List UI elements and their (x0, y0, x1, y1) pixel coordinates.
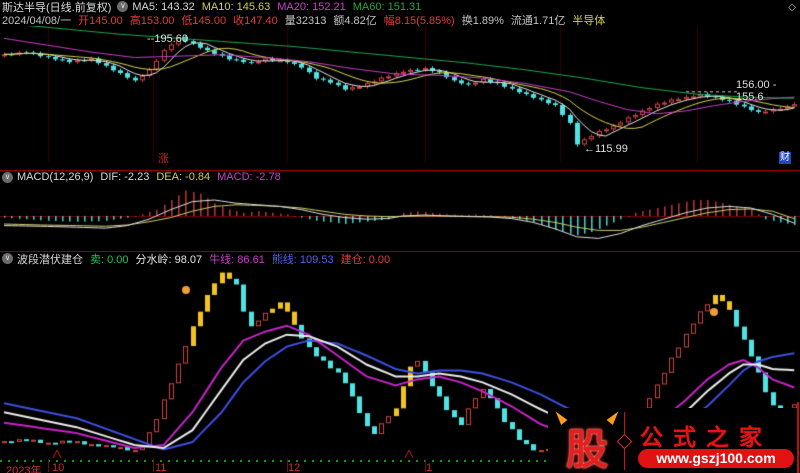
amount-value: 额4.82亿 (333, 14, 377, 27)
turnover-value: 换1.89% (461, 14, 504, 27)
sector-value: 半导体 (572, 14, 606, 27)
axis-label: 10 (52, 462, 65, 473)
axis-label: 11 (155, 462, 167, 473)
date-value: 2024/04/08/一 (2, 14, 72, 27)
float-value: 流通1.71亿 (510, 14, 566, 27)
panel-separator (0, 170, 800, 171)
title-bar: 斯达半导(日线.前复权) ∨ MA5: 143.32 MA10: 145.63 MA… (0, 0, 428, 14)
axis-tick (287, 459, 288, 472)
cai-news-badge[interactable]: 财 (779, 152, 791, 164)
axis-label: 2023年 (6, 465, 42, 473)
main-candlestick-chart[interactable] (0, 26, 800, 162)
watershed-value: 分水岭: 98.07 (135, 253, 203, 266)
stock-title: 斯达半导(日线.前复权) (2, 1, 112, 14)
ma60-value: MA60: 151.31 (352, 0, 422, 13)
date-axis[interactable]: 2023年 10 11 12 1 (0, 459, 800, 473)
macd-title: MACD(12,26,9) (17, 171, 94, 183)
ma5-value: MA5: 143.32 (132, 0, 195, 13)
close-value: 收147.40 (233, 14, 278, 27)
macd-chart[interactable] (0, 184, 800, 250)
open-value: 开145.00 (78, 14, 123, 27)
info-bar: 2024/04/08/一 开145.00 高153.00 低145.00 收147.40… (0, 12, 612, 28)
volume-value: 量32313 (284, 14, 327, 27)
band-header: ∨ 波段潜伏建仓 卖: 0.00 分水岭: 98.07 牛线: 86.61 熊线: 10… (0, 251, 397, 267)
low-value: 低145.00 (181, 14, 227, 27)
peak-price-label: --195.60 (147, 33, 188, 45)
horn-right-icon (606, 409, 622, 425)
axis-dotted-line (0, 460, 800, 462)
high-value: 高153.00 (129, 14, 175, 27)
dea-value: DEA: -0.84 (156, 171, 211, 183)
axis-label: 1 (426, 462, 433, 473)
axis-label: 12 (288, 462, 301, 473)
build-value: 建仓: 0.00 (340, 253, 391, 266)
bull-line-value: 牛线: 86.61 (209, 253, 265, 266)
dif-value: DIF: -2.23 (100, 171, 150, 183)
macd-value: MACD: -2.78 (217, 171, 281, 183)
ohlc-values: 2024/04/08/一 开145.00 高153.00 低145.00 收147.40… (2, 12, 612, 28)
zhang-event-flag[interactable]: 涨 (158, 153, 169, 165)
band-title: 波段潜伏建仓 (17, 253, 83, 266)
collapse-band-icon[interactable]: ∨ (2, 253, 13, 264)
logo-diamond-icon (616, 433, 633, 450)
macd-header: ∨ MACD(12,26,9) DIF: -2.23 DEA: -0.84 MACD:… (0, 171, 288, 183)
price-range-label: 156.00 - 155.6 (736, 79, 777, 103)
trough-price-label: ←115.99 (584, 143, 628, 155)
axis-tick (425, 459, 426, 472)
brand-name: 公式之家 (640, 424, 772, 450)
collapse-macd-icon[interactable]: ∨ (2, 171, 13, 183)
ma10-value: MA10: 145.63 (201, 0, 271, 13)
bear-line-value: 熊线: 109.53 (271, 253, 334, 266)
logo-right-border (797, 402, 799, 473)
collapse-main-icon[interactable]: ∨ (117, 1, 129, 12)
axis-tick (153, 459, 154, 472)
ma-values: MA5: 143.32 MA10: 145.63 MA20: 152.21 MA60:… (132, 1, 428, 13)
sell-value: 卖: 0.00 (90, 253, 129, 266)
watermark-logo: 股 公式之家 www.gszj100.com (548, 402, 800, 473)
gu-logo-character: 股 (566, 426, 609, 473)
axis-tick (48, 459, 49, 472)
panel-separator-2 (0, 251, 800, 252)
band-values: 波段潜伏建仓 卖: 0.00 分水岭: 98.07 牛线: 86.61 熊线: 109.… (17, 251, 397, 267)
diamond-icon[interactable]: ◇ (788, 2, 796, 13)
website-url: www.gszj100.com (638, 449, 794, 468)
ma20-value: MA20: 152.21 (277, 0, 346, 13)
macd-values: MACD(12,26,9) DIF: -2.23 DEA: -0.84 MACD: -… (17, 171, 288, 183)
range-value: 幅8.15(5.85%) (383, 14, 455, 27)
